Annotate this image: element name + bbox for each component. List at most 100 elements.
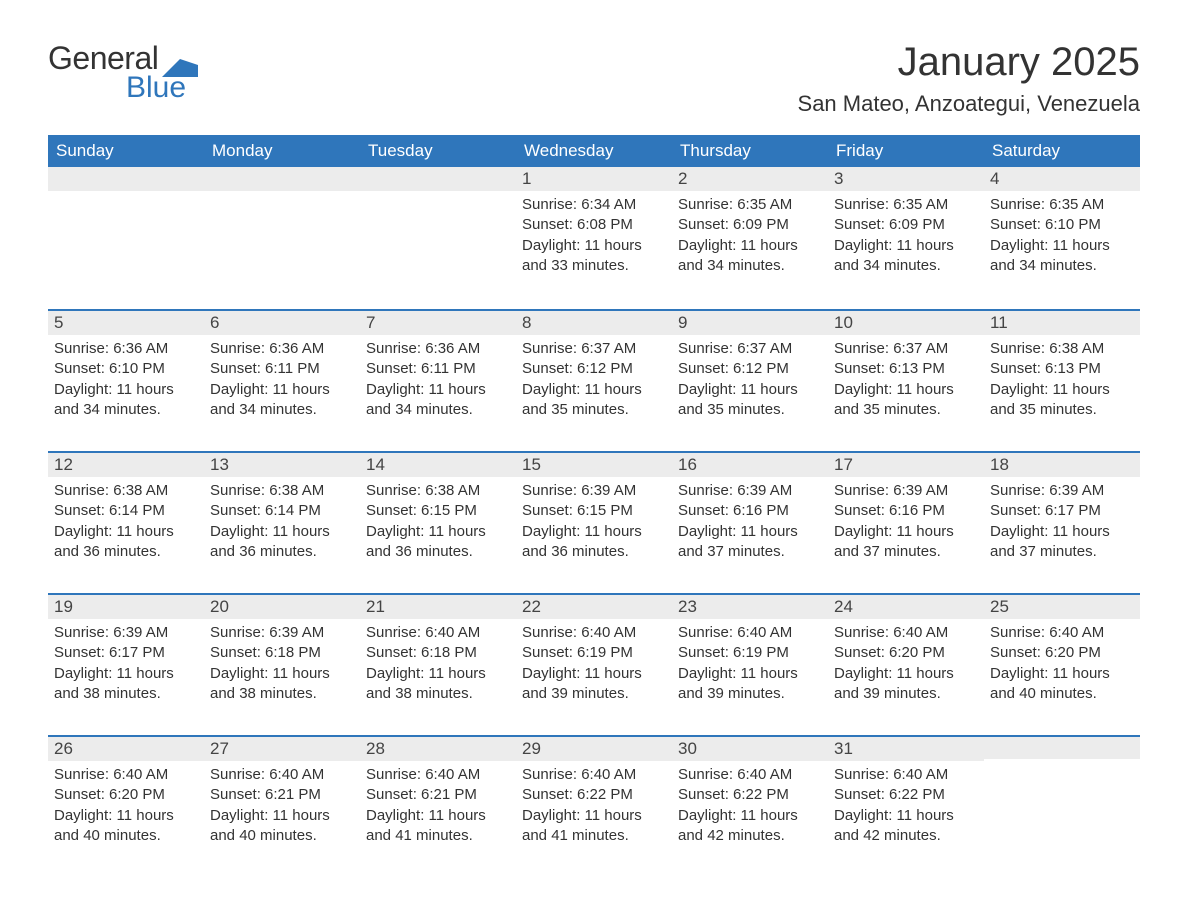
sunrise-line: Sunrise: 6:40 AM [990,623,1134,643]
sunrise-line: Sunrise: 6:40 AM [366,623,510,643]
day-number: 23 [672,593,828,619]
day-details: Sunrise: 6:40 AMSunset: 6:22 PMDaylight:… [828,761,984,854]
day-number: 20 [204,593,360,619]
day-details: Sunrise: 6:36 AMSunset: 6:11 PMDaylight:… [204,335,360,428]
calendar-cell: 22Sunrise: 6:40 AMSunset: 6:19 PMDayligh… [516,593,672,735]
daylight-line: Daylight: 11 hours and 34 minutes. [678,236,822,277]
day-number: 3 [828,167,984,191]
daylight-line: Daylight: 11 hours and 34 minutes. [54,380,198,421]
calendar-cell: 6Sunrise: 6:36 AMSunset: 6:11 PMDaylight… [204,309,360,451]
sunrise-line: Sunrise: 6:35 AM [990,195,1134,215]
daylight-line: Daylight: 11 hours and 35 minutes. [678,380,822,421]
calendar-cell: 15Sunrise: 6:39 AMSunset: 6:15 PMDayligh… [516,451,672,593]
calendar-cell [360,167,516,309]
daylight-line: Daylight: 11 hours and 37 minutes. [834,522,978,563]
calendar-cell: 24Sunrise: 6:40 AMSunset: 6:20 PMDayligh… [828,593,984,735]
daylight-line: Daylight: 11 hours and 39 minutes. [522,664,666,705]
sunrise-line: Sunrise: 6:37 AM [834,339,978,359]
sunrise-line: Sunrise: 6:37 AM [522,339,666,359]
sunrise-line: Sunrise: 6:39 AM [54,623,198,643]
sunset-line: Sunset: 6:22 PM [522,785,666,805]
calendar-cell: 19Sunrise: 6:39 AMSunset: 6:17 PMDayligh… [48,593,204,735]
sunrise-line: Sunrise: 6:37 AM [678,339,822,359]
sunrise-line: Sunrise: 6:36 AM [210,339,354,359]
daylight-line: Daylight: 11 hours and 34 minutes. [366,380,510,421]
daylight-line: Daylight: 11 hours and 38 minutes. [54,664,198,705]
sunrise-line: Sunrise: 6:40 AM [522,765,666,785]
day-number: 31 [828,735,984,761]
sunset-line: Sunset: 6:12 PM [522,359,666,379]
sunrise-line: Sunrise: 6:40 AM [210,765,354,785]
sunrise-line: Sunrise: 6:34 AM [522,195,666,215]
sunset-line: Sunset: 6:15 PM [366,501,510,521]
day-details: Sunrise: 6:40 AMSunset: 6:21 PMDaylight:… [204,761,360,854]
day-details: Sunrise: 6:40 AMSunset: 6:20 PMDaylight:… [48,761,204,854]
weekday-header: Friday [828,135,984,167]
daylight-line: Daylight: 11 hours and 34 minutes. [834,236,978,277]
sunrise-line: Sunrise: 6:39 AM [990,481,1134,501]
day-details: Sunrise: 6:39 AMSunset: 6:15 PMDaylight:… [516,477,672,570]
daylight-line: Daylight: 11 hours and 42 minutes. [834,806,978,847]
sunset-line: Sunset: 6:17 PM [990,501,1134,521]
sunrise-line: Sunrise: 6:38 AM [210,481,354,501]
calendar-cell: 1Sunrise: 6:34 AMSunset: 6:08 PMDaylight… [516,167,672,309]
calendar-cell [204,167,360,309]
day-details: Sunrise: 6:40 AMSunset: 6:18 PMDaylight:… [360,619,516,712]
weekday-header: Tuesday [360,135,516,167]
daylight-line: Daylight: 11 hours and 34 minutes. [990,236,1134,277]
day-number: 5 [48,309,204,335]
sunset-line: Sunset: 6:18 PM [366,643,510,663]
calendar-cell: 5Sunrise: 6:36 AMSunset: 6:10 PMDaylight… [48,309,204,451]
day-details: Sunrise: 6:39 AMSunset: 6:16 PMDaylight:… [828,477,984,570]
day-number: 13 [204,451,360,477]
daylight-line: Daylight: 11 hours and 39 minutes. [678,664,822,705]
day-details: Sunrise: 6:40 AMSunset: 6:22 PMDaylight:… [516,761,672,854]
day-number: 30 [672,735,828,761]
day-number: 22 [516,593,672,619]
calendar-cell [984,735,1140,877]
calendar-cell: 17Sunrise: 6:39 AMSunset: 6:16 PMDayligh… [828,451,984,593]
day-number: 11 [984,309,1140,335]
daylight-line: Daylight: 11 hours and 33 minutes. [522,236,666,277]
calendar-cell: 21Sunrise: 6:40 AMSunset: 6:18 PMDayligh… [360,593,516,735]
calendar-cell: 20Sunrise: 6:39 AMSunset: 6:18 PMDayligh… [204,593,360,735]
weekday-header-row: SundayMondayTuesdayWednesdayThursdayFrid… [48,135,1140,167]
day-details: Sunrise: 6:34 AMSunset: 6:08 PMDaylight:… [516,191,672,284]
day-details: Sunrise: 6:38 AMSunset: 6:14 PMDaylight:… [204,477,360,570]
sunset-line: Sunset: 6:11 PM [210,359,354,379]
empty-day-header [984,735,1140,759]
day-number: 1 [516,167,672,191]
daylight-line: Daylight: 11 hours and 36 minutes. [54,522,198,563]
calendar-body: 1Sunrise: 6:34 AMSunset: 6:08 PMDaylight… [48,167,1140,877]
sunrise-line: Sunrise: 6:35 AM [834,195,978,215]
weekday-header: Monday [204,135,360,167]
calendar-cell [48,167,204,309]
sunrise-line: Sunrise: 6:39 AM [210,623,354,643]
day-number: 29 [516,735,672,761]
sunset-line: Sunset: 6:22 PM [834,785,978,805]
sunrise-line: Sunrise: 6:38 AM [54,481,198,501]
day-number: 12 [48,451,204,477]
daylight-line: Daylight: 11 hours and 39 minutes. [834,664,978,705]
day-number: 26 [48,735,204,761]
location-subtitle: San Mateo, Anzoategui, Venezuela [798,91,1140,117]
calendar-table: SundayMondayTuesdayWednesdayThursdayFrid… [48,135,1140,877]
day-number: 15 [516,451,672,477]
calendar-cell: 29Sunrise: 6:40 AMSunset: 6:22 PMDayligh… [516,735,672,877]
day-number: 18 [984,451,1140,477]
sunrise-line: Sunrise: 6:39 AM [522,481,666,501]
sunset-line: Sunset: 6:14 PM [54,501,198,521]
day-number: 9 [672,309,828,335]
weekday-header: Wednesday [516,135,672,167]
day-details: Sunrise: 6:37 AMSunset: 6:12 PMDaylight:… [516,335,672,428]
calendar-cell: 4Sunrise: 6:35 AMSunset: 6:10 PMDaylight… [984,167,1140,309]
sunset-line: Sunset: 6:13 PM [990,359,1134,379]
day-number: 16 [672,451,828,477]
daylight-line: Daylight: 11 hours and 36 minutes. [522,522,666,563]
day-number: 24 [828,593,984,619]
calendar-cell: 30Sunrise: 6:40 AMSunset: 6:22 PMDayligh… [672,735,828,877]
day-number: 8 [516,309,672,335]
sunrise-line: Sunrise: 6:40 AM [678,765,822,785]
sunset-line: Sunset: 6:12 PM [678,359,822,379]
sunrise-line: Sunrise: 6:40 AM [54,765,198,785]
